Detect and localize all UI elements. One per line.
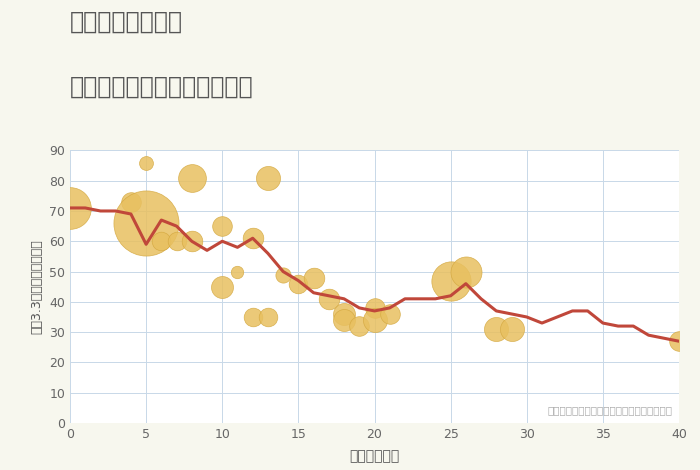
Text: 円の大きさは、取引のあった物件面積を示す: 円の大きさは、取引のあった物件面積を示す [548,405,673,415]
Point [445,277,456,284]
Point [64,204,76,212]
Point [461,268,472,275]
X-axis label: 築年数（年）: 築年数（年） [349,449,400,463]
Point [277,271,289,278]
Point [506,325,517,333]
Text: 千葉県野田市鶴奉: 千葉県野田市鶴奉 [70,9,183,33]
Point [247,235,258,242]
Point [186,174,197,181]
Point [186,237,197,245]
Point [217,222,228,230]
Point [232,268,243,275]
Point [339,316,350,324]
Point [293,280,304,288]
Point [141,159,152,166]
Point [384,310,395,318]
Point [491,325,502,333]
Point [141,219,152,227]
Point [217,283,228,290]
Point [156,237,167,245]
Point [369,316,380,324]
Point [247,313,258,321]
Y-axis label: 坪（3.3㎡）単価（万円）: 坪（3.3㎡）単価（万円） [31,239,43,334]
Point [339,310,350,318]
Point [171,237,182,245]
Point [262,313,274,321]
Point [673,337,685,345]
Point [262,174,274,181]
Text: 築年数別中古マンション価格: 築年数別中古マンション価格 [70,75,253,99]
Point [354,322,365,330]
Point [369,304,380,312]
Point [323,295,335,303]
Point [308,274,319,282]
Point [125,198,136,206]
